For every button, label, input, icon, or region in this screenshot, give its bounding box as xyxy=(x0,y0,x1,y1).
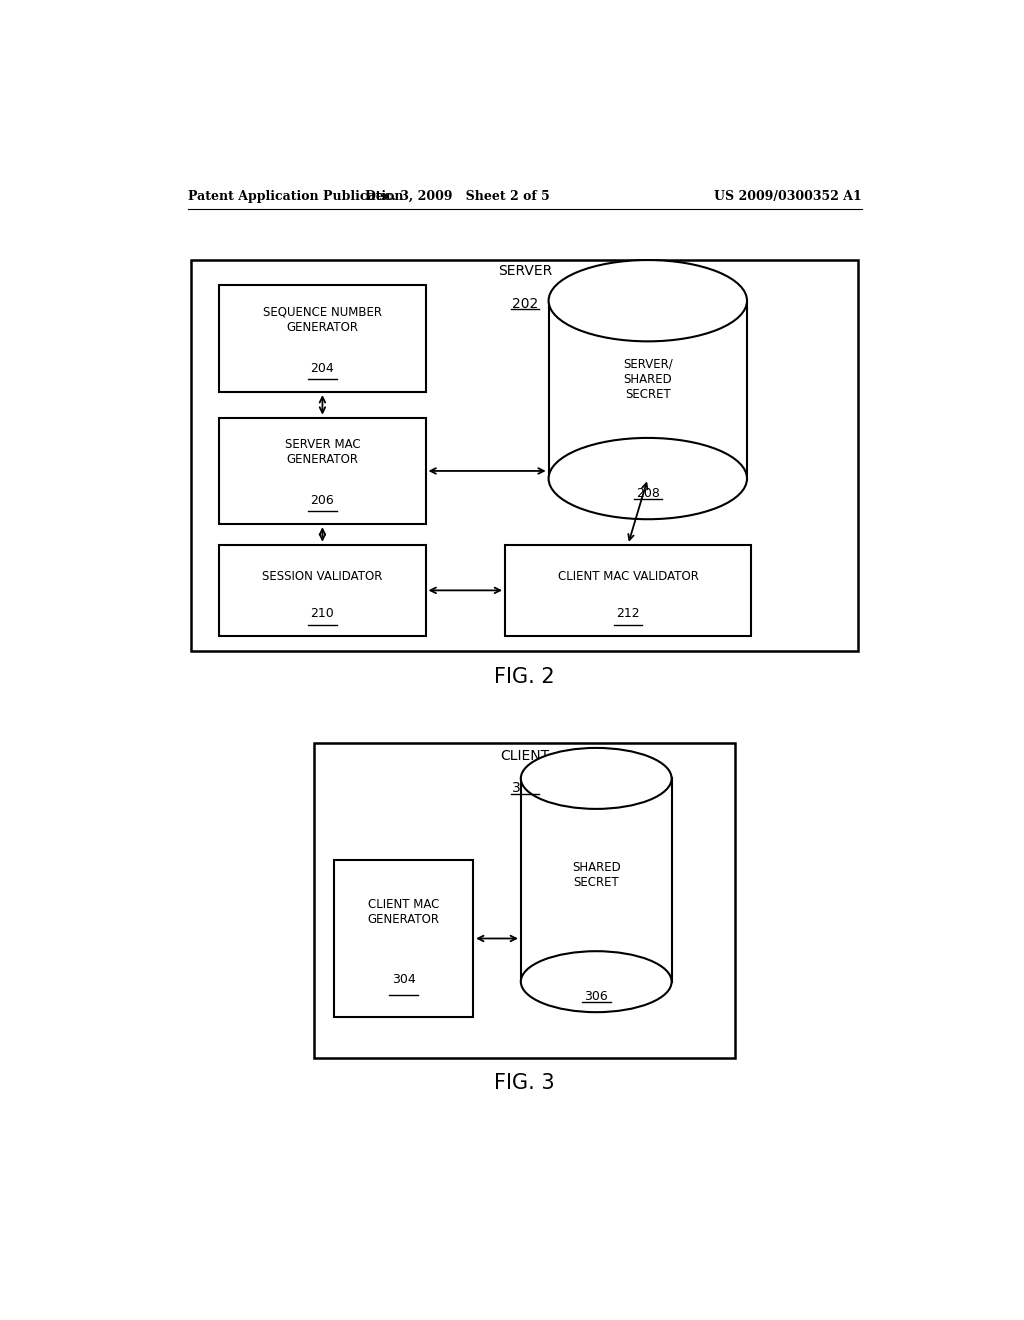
Text: 302: 302 xyxy=(512,781,538,796)
Polygon shape xyxy=(549,301,748,479)
Ellipse shape xyxy=(521,748,672,809)
Text: 212: 212 xyxy=(616,607,640,619)
Ellipse shape xyxy=(549,260,748,342)
Text: SHARED
SECRET: SHARED SECRET xyxy=(571,861,621,888)
Ellipse shape xyxy=(549,438,748,519)
Text: 206: 206 xyxy=(310,494,334,507)
Polygon shape xyxy=(521,779,672,982)
Text: Patent Application Publication: Patent Application Publication xyxy=(187,190,403,202)
Text: CLIENT MAC VALIDATOR: CLIENT MAC VALIDATOR xyxy=(557,570,698,583)
Text: 204: 204 xyxy=(310,362,334,375)
Text: 202: 202 xyxy=(512,297,538,310)
Text: SESSION VALIDATOR: SESSION VALIDATOR xyxy=(262,570,383,583)
Text: 304: 304 xyxy=(392,973,416,986)
Text: 210: 210 xyxy=(310,607,334,619)
Text: 208: 208 xyxy=(636,487,659,500)
Text: US 2009/0300352 A1: US 2009/0300352 A1 xyxy=(715,190,862,202)
Text: FIG. 2: FIG. 2 xyxy=(495,667,555,686)
Text: CLIENT: CLIENT xyxy=(501,750,549,763)
FancyBboxPatch shape xyxy=(334,859,473,1018)
Text: SERVER: SERVER xyxy=(498,264,552,279)
Text: CLIENT MAC
GENERATOR: CLIENT MAC GENERATOR xyxy=(368,898,439,925)
Text: SERVER/
SHARED
SECRET: SERVER/ SHARED SECRET xyxy=(623,358,673,401)
Text: Dec. 3, 2009   Sheet 2 of 5: Dec. 3, 2009 Sheet 2 of 5 xyxy=(365,190,550,202)
FancyBboxPatch shape xyxy=(191,260,858,651)
Ellipse shape xyxy=(521,952,672,1012)
FancyBboxPatch shape xyxy=(219,545,426,636)
FancyBboxPatch shape xyxy=(219,285,426,392)
Text: SERVER MAC
GENERATOR: SERVER MAC GENERATOR xyxy=(285,438,360,466)
Text: SEQUENCE NUMBER
GENERATOR: SEQUENCE NUMBER GENERATOR xyxy=(263,306,382,334)
FancyBboxPatch shape xyxy=(505,545,751,636)
Text: 306: 306 xyxy=(585,990,608,1003)
FancyBboxPatch shape xyxy=(219,417,426,524)
FancyBboxPatch shape xyxy=(314,743,735,1057)
Text: FIG. 3: FIG. 3 xyxy=(495,1073,555,1093)
